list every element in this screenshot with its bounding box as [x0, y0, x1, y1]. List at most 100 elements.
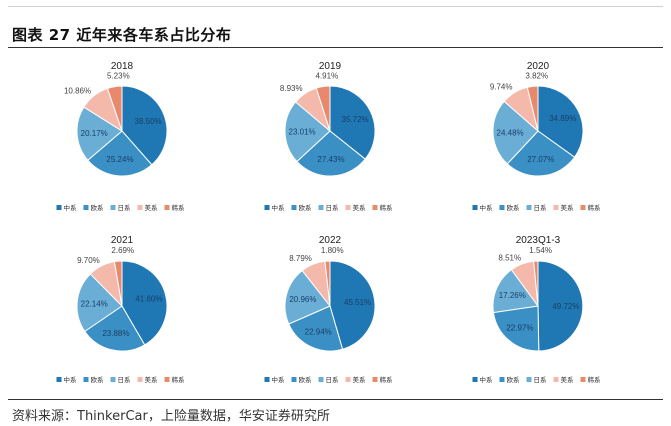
legend-label: 欧系 [299, 203, 313, 212]
data-label: 35.72% [342, 115, 369, 124]
pie-slice-5 [113, 260, 123, 307]
data-label: 4.91% [316, 72, 339, 81]
data-label: 27.07% [527, 155, 554, 164]
pie-slice-5 [533, 260, 539, 307]
legend-swatch [372, 205, 378, 210]
legend-swatch [83, 205, 89, 210]
data-label: 10.86% [64, 87, 91, 96]
legend-swatch [472, 205, 478, 210]
legend-swatch [83, 377, 89, 382]
legend-label: 韩系 [172, 203, 186, 212]
legend-swatch [526, 377, 532, 382]
pie-slice-1 [537, 85, 584, 158]
data-label: 5.23% [107, 72, 130, 81]
pie-slice-5 [324, 260, 331, 307]
top-border [8, 0, 663, 7]
pie-slice-2 [506, 130, 576, 177]
legend-swatch [110, 377, 116, 382]
legend-swatch [372, 377, 378, 382]
pie-chart-6: 2023Q1-3 49.72% 22.97% 17.26% 8.51% 1.54% 中系 欧系… [472, 235, 602, 384]
legend-label: 欧系 [507, 375, 521, 384]
chart-title: 2023Q1-3 [516, 235, 561, 246]
legend-swatch [137, 205, 143, 210]
pie-chart-4: 2021 41.60% 23.88% 22.14% 9.70% 2.69% 中系 欧系 日系 美系… [56, 235, 186, 384]
pie-slice-2 [87, 130, 153, 177]
data-label: 34.89% [549, 114, 576, 123]
legend-label: 日系 [326, 203, 340, 212]
legend-swatch [56, 205, 62, 210]
pie-slice-3 [76, 106, 123, 161]
legend-swatch [345, 205, 351, 210]
pie-chart-5: 2022 45.51% 22.94% 20.96% 8.79% 1.80% 中系 欧系 日系 美系… [264, 235, 394, 384]
pie-slice-1 [329, 260, 376, 350]
legend-label: 韩系 [588, 375, 602, 384]
legend-swatch [553, 205, 559, 210]
legend-label: 日系 [118, 375, 132, 384]
legend-label: 欧系 [299, 375, 313, 384]
legend-label: 欧系 [507, 203, 521, 212]
legend-swatch [318, 377, 324, 382]
legend-swatch [291, 377, 297, 382]
legend-label: 韩系 [380, 203, 394, 212]
data-label: 20.96% [289, 295, 316, 304]
data-label: 2.69% [111, 246, 134, 255]
legend-swatch [164, 205, 170, 210]
legend-swatch [56, 377, 62, 382]
data-label: 8.51% [498, 254, 521, 263]
pie-slice-5 [315, 85, 331, 132]
legend-swatch [110, 205, 116, 210]
pie-chart-3: 2020 34.89% 27.07% 24.48% 9.74% 3.82% 中系 欧系 日系 美系… [472, 61, 601, 212]
legend-swatch [499, 205, 505, 210]
legend-label: 日系 [118, 203, 132, 212]
legend-swatch [137, 377, 143, 382]
legend-label: 中系 [480, 375, 494, 384]
pie-slice-5 [106, 85, 123, 132]
legend-label: 中系 [64, 375, 78, 384]
data-label: 9.74% [490, 83, 513, 92]
legend-swatch [526, 205, 532, 210]
data-label: 25.24% [106, 155, 133, 164]
chart-title: 2022 [319, 235, 342, 246]
legend-label: 美系 [561, 375, 575, 384]
legend-swatch [472, 377, 478, 382]
legend-swatch [264, 377, 270, 382]
pie-slice-2 [288, 305, 344, 352]
pie-slice-2 [492, 305, 540, 352]
legend-swatch [345, 377, 351, 382]
pie-slice-3 [76, 273, 123, 333]
legend-label: 中系 [64, 203, 78, 212]
data-label: 1.54% [529, 246, 552, 255]
pie-chart-1: 2018 38.50% 25.24% 20.17% 10.86% 5.23% 中系 欧系 日系 美… [56, 61, 186, 212]
data-label: 45.51% [344, 298, 371, 307]
legend-label: 韩系 [172, 375, 186, 384]
legend-label: 日系 [326, 375, 340, 384]
legend-swatch [553, 377, 559, 382]
data-label: 1.80% [321, 246, 344, 255]
chart-title: 2020 [527, 61, 550, 72]
data-label: 23.01% [289, 128, 316, 137]
legend-swatch [164, 377, 170, 382]
legend-label: 美系 [145, 203, 159, 212]
data-label: 24.48% [497, 128, 524, 137]
data-label: 8.79% [289, 254, 312, 263]
chart-title: 2019 [319, 61, 342, 72]
legend-label: 日系 [534, 375, 548, 384]
pie-slice-3 [492, 268, 539, 314]
legend-swatch [318, 205, 324, 210]
data-label: 27.43% [317, 155, 344, 164]
data-label: 8.93% [280, 84, 303, 93]
legend-label: 中系 [272, 203, 286, 212]
source-note: 资料来源：ThinkerCar，上险量数据，华安证券研究所 [12, 409, 330, 424]
data-label: 38.50% [135, 117, 162, 126]
pie-slice-1 [537, 260, 584, 352]
pie-slice-1 [329, 85, 376, 160]
legend-swatch [580, 377, 586, 382]
legend-label: 韩系 [380, 375, 394, 384]
legend-label: 欧系 [91, 203, 105, 212]
data-label: 41.60% [135, 295, 162, 304]
data-label: 3.82% [525, 71, 548, 80]
figure-title: 图表 27 近年来各车系占比分布 [12, 26, 232, 44]
legend-label: 中系 [272, 375, 286, 384]
pie-chart-2: 2019 35.72% 27.43% 23.01% 8.93% 4.91% 中系 欧系 日系 美系… [264, 61, 394, 212]
